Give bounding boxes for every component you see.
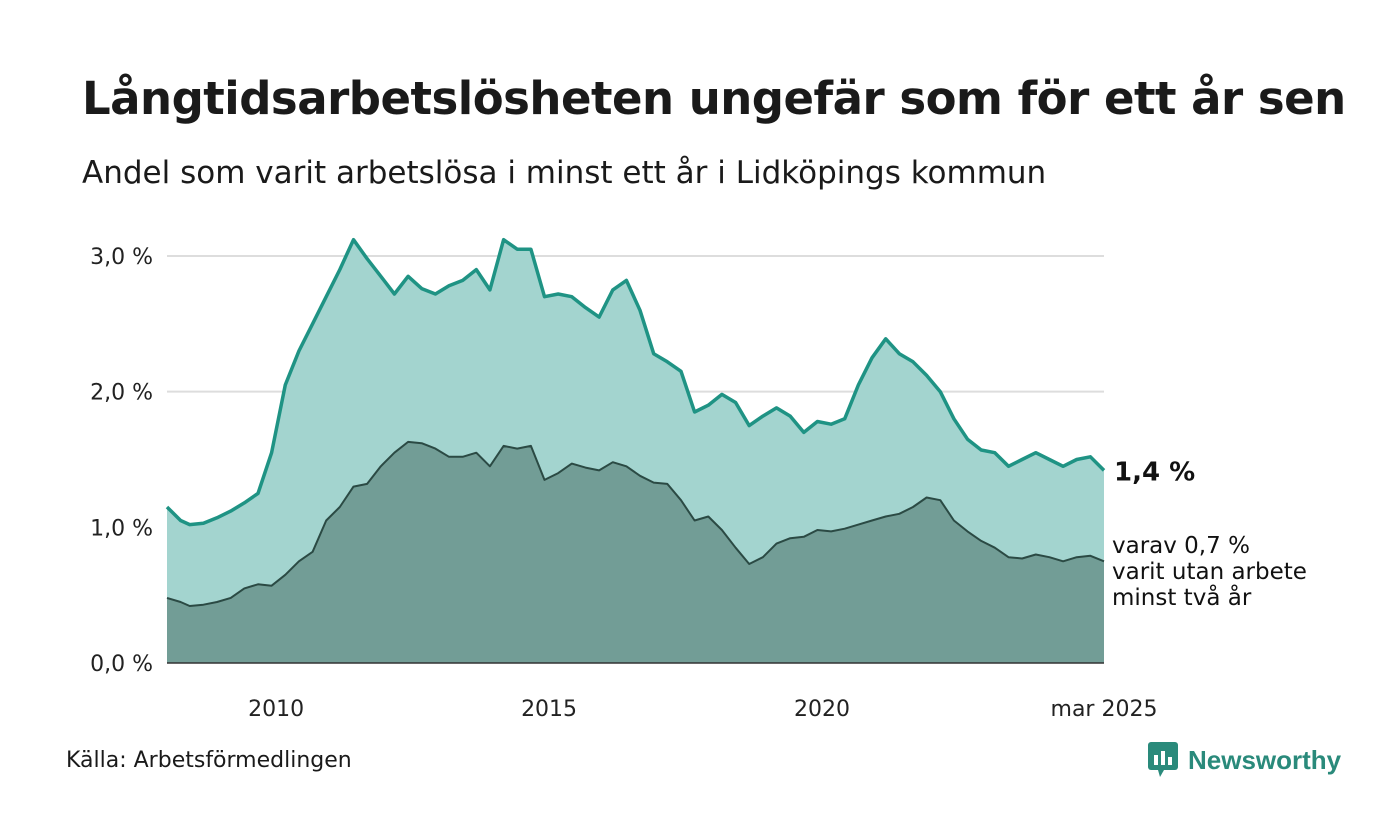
x-tick-label: 2015 bbox=[521, 697, 577, 722]
sub-end-label-line: minst två år bbox=[1112, 583, 1252, 611]
chart-subtitle: Andel som varit arbetslösa i minst ett å… bbox=[82, 155, 1047, 191]
total-end-label: 1,4 % bbox=[1114, 457, 1195, 487]
x-tick-label: mar 2025 bbox=[1051, 697, 1158, 722]
sub-end-label-line: varit utan arbete bbox=[1112, 559, 1307, 585]
x-tick-label: 2010 bbox=[248, 697, 304, 722]
x-tick-label: 2020 bbox=[794, 697, 850, 722]
chat-bars-icon bbox=[1148, 742, 1178, 777]
axes: 0,0 % 1,0 % 2,0 % 3,0 % 2010 2015 2020 mar 2025 bbox=[90, 245, 1157, 722]
source-note: Källa: Arbetsförmedlingen bbox=[66, 748, 352, 773]
brand-name: Newsworthy bbox=[1188, 744, 1342, 775]
sub-series-area bbox=[167, 441, 1104, 663]
y-tick-label: 1,0 % bbox=[90, 516, 153, 541]
newsworthy-logo: Newsworthy bbox=[1148, 742, 1341, 778]
total-series-line bbox=[165, 237, 1106, 527]
y-tick-label: 0,0 % bbox=[90, 652, 153, 677]
chart-areas bbox=[165, 237, 1106, 663]
sub-end-label-line: varav 0,7 % bbox=[1112, 533, 1250, 559]
chart-title: Långtidsarbetslösheten ungefär som för e… bbox=[82, 72, 1346, 125]
y-tick-label: 2,0 % bbox=[90, 381, 153, 406]
y-tick-label: 3,0 % bbox=[90, 245, 153, 270]
sub-series-line bbox=[166, 440, 1105, 607]
